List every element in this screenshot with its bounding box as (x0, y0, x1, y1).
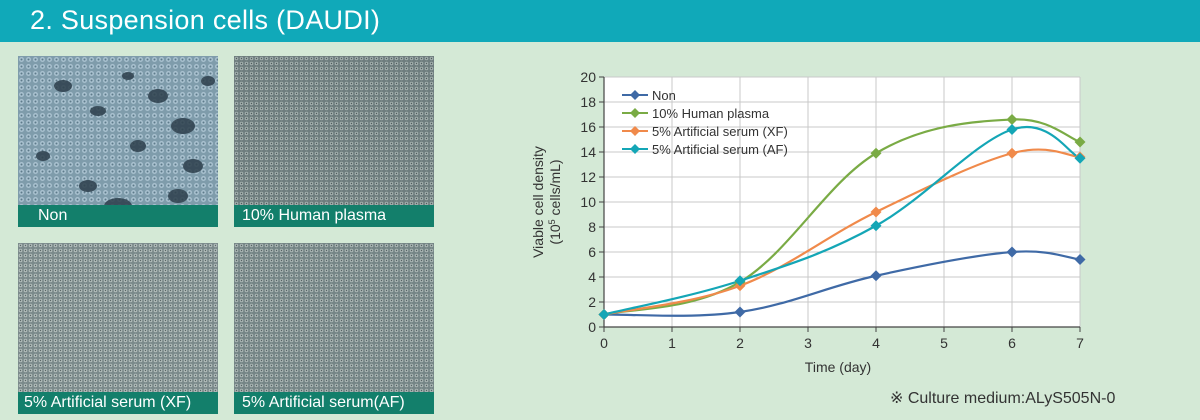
micrograph-artificial-serum-xf: 5% Artificial serum (XF) (18, 243, 218, 414)
legend-marker-3 (630, 144, 640, 154)
legend-label-1: 10% Human plasma (652, 106, 770, 121)
x-tick-label-4: 4 (872, 335, 880, 351)
x-tick-label-3: 3 (804, 335, 812, 351)
data-point-s1-4 (1074, 136, 1086, 148)
series-line-2 (603, 148, 1081, 316)
y-axis-label-prefix: (10 (547, 224, 563, 244)
caption-non: Non (18, 205, 218, 227)
x-tick-label-0: 0 (600, 335, 608, 351)
y-tick-label-9: 18 (580, 94, 596, 110)
y-tick-label-1: 2 (588, 294, 596, 310)
data-point-s0-1 (734, 306, 746, 318)
series-lines (598, 114, 1086, 320)
legend-marker-0 (630, 90, 640, 100)
micrograph-artificial-serum-af-image (234, 243, 434, 414)
caption-artificial-serum-xf: 5% Artificial serum (XF) (18, 392, 218, 414)
y-axis-label: Viable cell density (105 cells/mL) (530, 146, 563, 258)
data-point-s3-1 (734, 275, 746, 287)
data-point-s3-3 (1006, 124, 1018, 135)
micrograph-human-plasma: 10% Human plasma (234, 56, 434, 227)
header-bar: 2. Suspension cells (DAUDI) (0, 0, 1200, 42)
y-axis-label-line2: (105 cells/mL) (547, 159, 563, 244)
y-tick-label-0: 0 (588, 319, 596, 335)
data-point-s0-4 (1074, 254, 1086, 265)
y-axis-label-suffix: cells/mL) (547, 159, 563, 219)
caption-artificial-serum-af: 5% Artificial serum(AF) (234, 392, 434, 414)
caption-human-plasma: 10% Human plasma (234, 205, 434, 227)
micrograph-human-plasma-image (234, 56, 434, 227)
data-point-s3-4 (1074, 152, 1086, 164)
culture-medium-note: ※ Culture medium:ALyS505N-0 (890, 390, 1116, 407)
data-point-s3-2 (870, 220, 882, 232)
y-tick-label-2: 4 (588, 269, 596, 285)
data-point-s1-2 (870, 147, 882, 159)
legend-label-3: 5% Artificial serum (AF) (652, 142, 788, 157)
x-axis-label: Time (day) (805, 359, 871, 375)
data-point-s2-2 (870, 206, 882, 218)
data-point-s0-3 (1006, 246, 1018, 258)
y-tick-label-10: 20 (580, 69, 596, 85)
legend-label-2: 5% Artificial serum (XF) (652, 124, 788, 139)
legend: Non 10% Human plasma 5% Artificial serum (… (622, 88, 788, 157)
y-tick-label-4: 8 (588, 219, 596, 235)
micrograph-non-image (18, 56, 218, 227)
legend-label-0: Non (652, 88, 676, 103)
series-line-1 (603, 118, 1081, 316)
legend-marker-2 (630, 126, 640, 136)
data-point-s2-3 (1006, 147, 1018, 159)
page-title: 2. Suspension cells (DAUDI) (30, 5, 381, 35)
y-tick-label-5: 10 (580, 194, 596, 210)
grid-lines (604, 76, 1081, 327)
x-tick-label-1: 1 (668, 335, 676, 351)
y-axis-label-superscript: 5 (547, 219, 557, 224)
x-tick-label-2: 2 (736, 335, 744, 351)
y-tick-label-6: 12 (580, 169, 596, 185)
data-point-s0-2 (870, 270, 882, 282)
y-axis-label-line1: Viable cell density (530, 146, 546, 258)
y-tick-label-8: 16 (580, 119, 596, 135)
x-tick-label-6: 6 (1008, 335, 1016, 351)
series-line-0 (603, 250, 1081, 317)
data-point-s1-3 (1006, 114, 1018, 125)
data-point-s3-0 (598, 309, 610, 320)
micrograph-artificial-serum-xf-image (18, 243, 218, 414)
micrograph-artificial-serum-af: 5% Artificial serum(AF) (234, 243, 434, 414)
y-tick-label-7: 14 (580, 144, 596, 160)
x-tick-label-7: 7 (1076, 335, 1084, 351)
micrograph-non: Non (18, 56, 218, 227)
legend-marker-1 (630, 108, 640, 118)
x-tick-label-5: 5 (940, 335, 948, 351)
y-tick-label-3: 6 (588, 244, 596, 260)
